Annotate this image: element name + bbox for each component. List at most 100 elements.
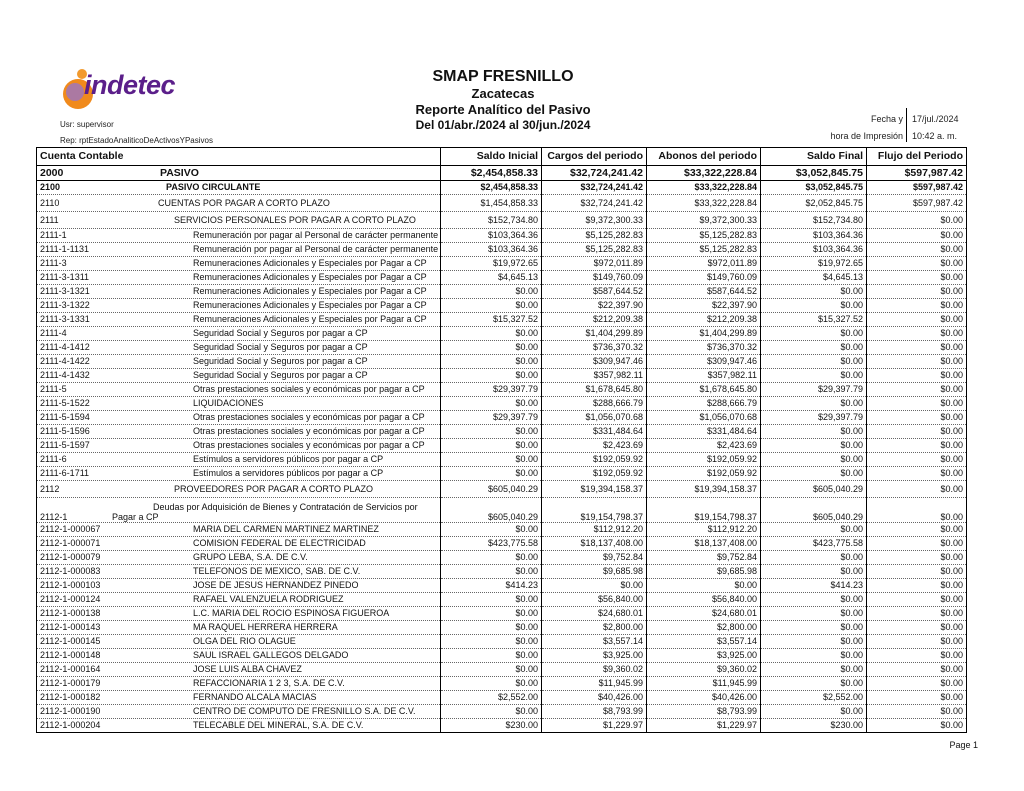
cargos-cell: $1,229.97 — [541, 718, 647, 733]
saldo-inicial-cell: $29,397.79 — [440, 382, 542, 397]
saldo-final-cell: $0.00 — [760, 452, 867, 467]
flujo-cell: $0.00 — [866, 550, 967, 565]
account-description: Remuneraciones Adicionales y Especiales … — [193, 286, 427, 296]
saldo-inicial-cell: $15,327.52 — [440, 312, 542, 327]
saldo-inicial-cell: $0.00 — [440, 354, 542, 369]
col-flujo: Flujo del Periodo — [866, 147, 967, 166]
account-description: Otras prestaciones sociales y económicas… — [193, 384, 425, 394]
account-cell: 2112-1-000164 JOSE LUIS ALBA CHAVEZ — [36, 662, 441, 677]
saldo-final-cell: $0.00 — [760, 326, 867, 341]
flujo-cell: $0.00 — [866, 592, 967, 607]
flujo-cell: $0.00 — [866, 211, 967, 229]
table-row: 2111-4-1432 Seguridad Social y Seguros po… — [36, 368, 967, 383]
saldo-final-cell: $0.00 — [760, 606, 867, 621]
saldo-inicial-cell: $423,775.58 — [440, 536, 542, 551]
flujo-cell: $0.00 — [866, 704, 967, 719]
account-code: 2112-1-000204 — [40, 720, 101, 730]
abonos-cell: $192,059.92 — [646, 466, 761, 481]
saldo-final-cell: $0.00 — [760, 620, 867, 635]
cargos-cell: $19,394,158.37 — [541, 480, 647, 498]
account-code: 2111-3-1322 — [40, 300, 90, 310]
saldo-final-cell: $0.00 — [760, 438, 867, 453]
flujo-cell: $0.00 — [866, 578, 967, 593]
cargos-cell: $40,426.00 — [541, 690, 647, 705]
saldo-inicial-cell: $4,645.13 — [440, 270, 542, 285]
table-row: 2112-1-000145 OLGA DEL RIO OLAGUE $0.00 $3,… — [36, 634, 967, 649]
saldo-final-cell: $0.00 — [760, 354, 867, 369]
saldo-final-cell: $0.00 — [760, 676, 867, 691]
cargos-cell: $3,925.00 — [541, 648, 647, 663]
table-row: 2111-5-1594 Otras prestaciones sociales y… — [36, 410, 967, 425]
account-description: JOSE LUIS ALBA CHAVEZ — [193, 664, 302, 674]
account-code: 2112-1-000067 — [40, 524, 101, 534]
account-code: 2112 — [40, 483, 60, 494]
account-cell: 2111-6-1711 Estímulos a servidores públic… — [36, 466, 441, 481]
abonos-cell: $9,372,300.33 — [646, 211, 761, 229]
cargos-cell: $9,372,300.33 — [541, 211, 647, 229]
cargos-cell: $9,360.02 — [541, 662, 647, 677]
account-cell: 2111-1 Remuneración por pagar al Personal… — [36, 228, 441, 243]
table-row: 2111-3-1331 Remuneraciones Adicionales y … — [36, 312, 967, 327]
table-row: 2112-1-000204 TELECABLE DEL MINERAL, S.A.… — [36, 718, 967, 733]
print-divider — [906, 108, 907, 142]
col-cuenta: Cuenta Contable — [36, 147, 441, 166]
cargos-cell: $331,484.64 — [541, 424, 647, 439]
account-code: 2111-5-1597 — [40, 440, 90, 450]
saldo-inicial-cell: $0.00 — [440, 452, 542, 467]
abonos-cell: $3,925.00 — [646, 648, 761, 663]
saldo-inicial-cell: $0.00 — [440, 676, 542, 691]
col-saldo-final: Saldo Final — [760, 147, 867, 166]
saldo-final-cell: $0.00 — [760, 340, 867, 355]
saldo-inicial-cell: $103,364.36 — [440, 228, 542, 243]
account-description: COMISION FEDERAL DE ELECTRICIDAD — [193, 538, 366, 548]
flujo-cell: $0.00 — [866, 228, 967, 243]
abonos-cell: $1,056,070.68 — [646, 410, 761, 425]
account-code: 2111-5-1522 — [40, 398, 90, 408]
account-code: 2112-1-000083 — [40, 566, 101, 576]
account-description: REFACCIONARIA 1 2 3, S.A. DE C.V. — [193, 678, 345, 688]
saldo-final-cell: $0.00 — [760, 634, 867, 649]
liabilities-table: Cuenta Contable Saldo Inicial Cargos del… — [36, 147, 967, 733]
table-row: 2112-1-000164 JOSE LUIS ALBA CHAVEZ $0.00 $… — [36, 662, 967, 677]
cargos-cell: $112,912.20 — [541, 522, 647, 537]
saldo-inicial-cell: $0.00 — [440, 466, 542, 481]
flujo-cell: $0.00 — [866, 466, 967, 481]
account-description: CENTRO DE COMPUTO DE FRESNILLO S.A. DE C… — [193, 706, 416, 716]
account-cell: 2111-5 Otras prestaciones sociales y econ… — [36, 382, 441, 397]
account-cell: 2000 PASIVO — [36, 165, 441, 181]
saldo-inicial-cell: $0.00 — [440, 396, 542, 411]
col-saldo-inicial: Saldo Inicial — [440, 147, 542, 166]
saldo-inicial-cell: $605,040.29 — [440, 497, 542, 523]
saldo-inicial-cell: $152,734.80 — [440, 211, 542, 229]
saldo-final-cell: $230.00 — [760, 718, 867, 733]
table-row: 2112-1-000143 MA RAQUEL HERRERA HERRERA $0… — [36, 620, 967, 635]
saldo-inicial-cell: $0.00 — [440, 424, 542, 439]
table-row: 2111-4-1412 Seguridad Social y Seguros po… — [36, 340, 967, 355]
account-description: OLGA DEL RIO OLAGUE — [193, 636, 296, 646]
saldo-final-cell: $152,734.80 — [760, 211, 867, 229]
account-description: Remuneraciones Adicionales y Especiales … — [193, 300, 427, 310]
flujo-cell: $0.00 — [866, 536, 967, 551]
account-code: 2112-1-000071 — [40, 538, 101, 548]
saldo-inicial-cell: $0.00 — [440, 648, 542, 663]
saldo-final-cell: $414.23 — [760, 578, 867, 593]
saldo-final-cell: $2,052,845.75 — [760, 194, 867, 212]
account-description: Deudas por Adquisición de Bienes y Contr… — [153, 502, 418, 512]
flujo-cell: $0.00 — [866, 382, 967, 397]
cargos-cell: $736,370.32 — [541, 340, 647, 355]
saldo-inicial-cell: $0.00 — [440, 340, 542, 355]
saldo-inicial-cell: $0.00 — [440, 368, 542, 383]
account-code: 2112-1-000148 — [40, 650, 101, 660]
flujo-cell: $0.00 — [866, 438, 967, 453]
account-code: 2111-5-1596 — [40, 426, 90, 436]
flujo-cell: $0.00 — [866, 620, 967, 635]
abonos-cell: $9,360.02 — [646, 662, 761, 677]
abonos-cell: $56,840.00 — [646, 592, 761, 607]
abonos-cell: $0.00 — [646, 578, 761, 593]
account-code: 2111-4-1422 — [40, 356, 90, 366]
flujo-cell: $0.00 — [866, 368, 967, 383]
account-description: TELEFONOS DE MEXICO, SAB. DE C.V. — [193, 566, 361, 576]
account-cell: 2100 PASIVO CIRCULANTE — [36, 180, 441, 195]
cargos-cell: $18,137,408.00 — [541, 536, 647, 551]
cargos-cell: $192,059.92 — [541, 466, 647, 481]
